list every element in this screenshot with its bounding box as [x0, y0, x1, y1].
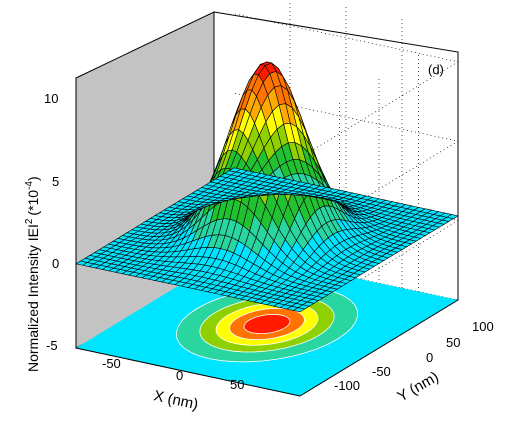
z-axis-label-main: Normalized Intensity IEI — [25, 224, 41, 372]
x-axis-label: X (nm) — [152, 387, 200, 413]
contour-projection — [76, 252, 458, 396]
z-tick-label: 0 — [52, 256, 59, 271]
grid-line — [233, 172, 459, 317]
gaussian-surface — [75, 61, 459, 313]
y-tick-label: 50 — [446, 335, 460, 350]
x-tick-labels: -50 0 50 — [102, 356, 244, 392]
z-tick-labels: 10 5 0 -5 — [44, 91, 59, 353]
x-tick-label: 0 — [176, 368, 183, 383]
grid-line — [233, 92, 459, 238]
y-tick-label: -100 — [334, 378, 360, 393]
y-tick-label: 100 — [472, 319, 494, 334]
x-tick-label: -50 — [102, 356, 121, 371]
axes-frame — [75, 78, 459, 397]
contour-level — [243, 314, 291, 334]
z-tick-label: -5 — [46, 338, 58, 353]
z-tick-label: 5 — [52, 174, 59, 189]
z-axis-label-sup: 2 — [24, 218, 35, 224]
grid-line — [233, 13, 459, 159]
panel-label: (d) — [428, 62, 444, 77]
y-tick-label: 0 — [426, 350, 433, 365]
y-axis-label: Y (nm) — [395, 368, 442, 405]
z-axis-label-unit: (*10 — [25, 190, 41, 216]
z-tick-label: 10 — [44, 91, 58, 106]
z-axis-label-unit-close: ) — [25, 176, 41, 181]
surface-cell — [228, 167, 242, 173]
x-tick-label: 50 — [230, 377, 244, 392]
y-tick-labels: 100 50 0 -50 -100 — [334, 319, 494, 393]
y-tick-label: -50 — [372, 364, 391, 379]
z-axis-label: Normalized Intensity IEI2 (*10-4) — [24, 176, 41, 372]
z-axis-label-unit-sup: -4 — [24, 181, 35, 190]
